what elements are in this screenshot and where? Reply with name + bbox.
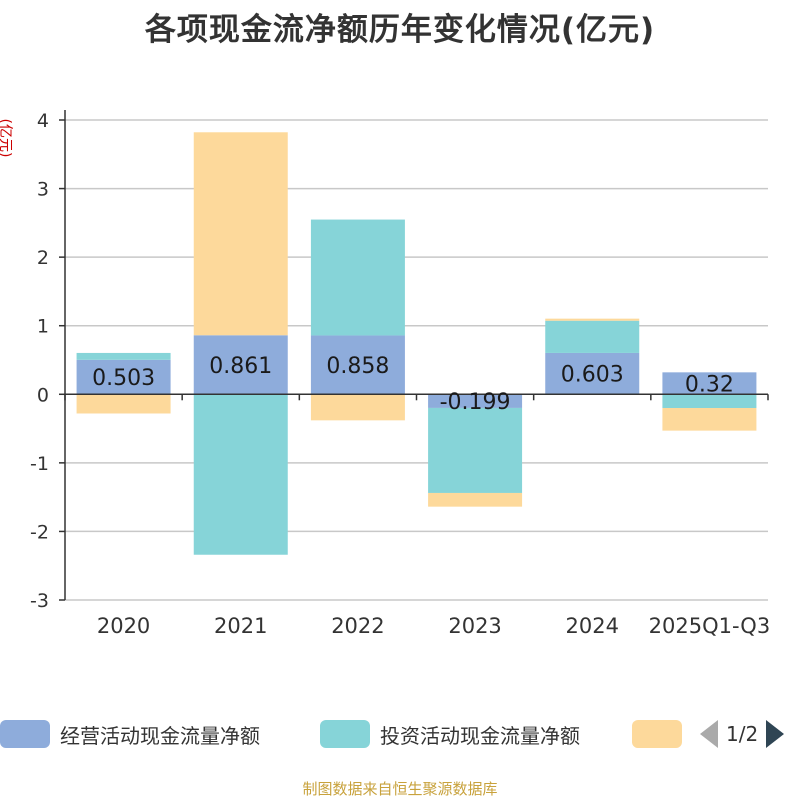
legend-item-operating[interactable]: 经营活动现金流量净额 [0,714,260,754]
y-tick-label: 3 [37,179,49,201]
bar-data-label: 0.503 [92,366,155,391]
y-tick-label: -1 [30,453,49,475]
x-tick-label: 2022 [331,614,384,638]
bar-data-label: 0.861 [209,354,272,379]
legend-swatch-financing [632,720,682,748]
x-tick-label: 2024 [566,614,619,638]
y-tick-label: -2 [30,521,49,543]
bar-series-2 [76,394,171,414]
chart-title: 各项现金流净额历年变化情况(亿元) [144,12,656,48]
legend: 经营活动现金流量净额 投资活动现金流量净额 1/2 [0,714,800,754]
legend-item-financing[interactable] [632,714,692,754]
bar-series-2 [428,492,523,507]
bar-series-2 [545,318,640,321]
y-tick-label: 2 [37,247,49,269]
x-tick-label: 2023 [448,614,501,638]
legend-label-operating: 经营活动现金流量净额 [60,723,260,748]
legend-item-investing[interactable]: 投资活动现金流量净额 [320,714,580,754]
bar-series-1 [428,407,523,493]
y-tick-label: 1 [37,316,49,338]
bar-series-1 [545,320,640,353]
bar-series-1 [310,219,405,336]
legend-label-investing: 投资活动现金流量净额 [380,723,580,748]
bar-data-label: 0.603 [561,363,624,388]
x-tick-label: 2020 [97,614,150,638]
legend-page-indicator: 1/2 [726,722,759,746]
bar-series-0 [76,359,171,395]
bar-series-1 [76,352,171,360]
data-source-note: 制图数据来自恒生聚源数据库 [302,780,498,798]
bar-series-2 [310,394,405,421]
bar-series-0 [193,335,288,395]
bar-series-0 [310,335,405,395]
bar-data-label: 0.32 [685,372,734,397]
legend-swatch-investing [320,720,370,748]
y-tick-label: 4 [37,110,49,132]
bar-series-0 [428,394,523,408]
x-tick-label: 2021 [214,614,267,638]
bar-series-1 [662,394,757,408]
bar-data-label: -0.199 [440,390,511,415]
bar-series-0 [662,372,757,395]
bar-series-2 [193,132,288,336]
bar-data-label: 0.858 [326,354,389,379]
x-tick-label: 2025Q1-Q3 [649,614,771,638]
bar-series-2 [662,408,757,431]
legend-next-page-icon[interactable] [766,720,785,748]
legend-pager: 1/2 [700,714,785,754]
bar-chart: 4 3 2 1 0 -1 -2 -3 0.503 0.861 0.858 -0.199 0.603 0.3… [30,110,771,638]
legend-swatch-operating [0,720,50,748]
bar-series-1 [193,394,288,555]
y-tick-label: -3 [30,590,49,612]
y-tick-label: 0 [37,384,49,406]
bar-series-0 [545,352,640,395]
legend-prev-page-icon[interactable] [700,720,718,748]
